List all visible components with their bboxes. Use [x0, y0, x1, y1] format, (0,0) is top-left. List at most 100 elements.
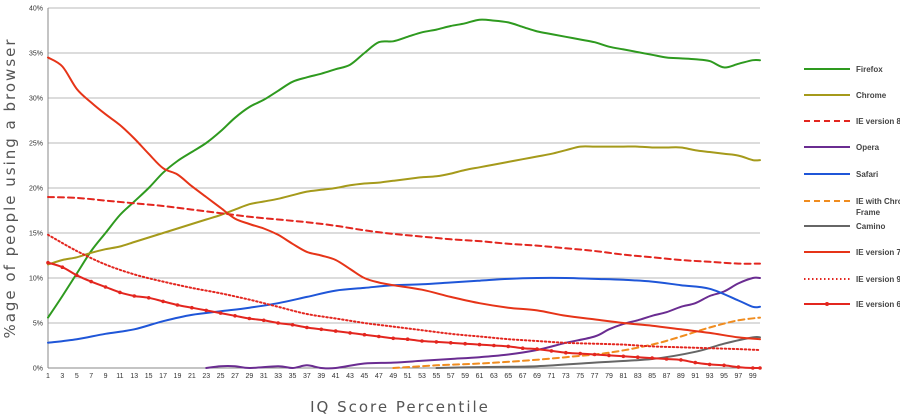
- y-tick-label: 25%: [29, 141, 43, 148]
- data-point-ie-version-6: [679, 358, 683, 362]
- data-point-ie-version-6: [736, 365, 741, 369]
- data-point-ie-version-6: [60, 265, 65, 270]
- series-line-firefox: [47, 18, 761, 319]
- data-point-ie-version-6: [434, 340, 439, 344]
- x-tick-label: 25: [217, 373, 225, 380]
- data-point-ie-version-6: [549, 349, 554, 353]
- legend-label-firefox: Firefox: [856, 65, 883, 74]
- data-point-ie-version-6: [578, 351, 583, 356]
- data-point-ie-version-6: [333, 329, 338, 333]
- gridlines: [48, 7, 760, 369]
- legend-label-opera: Opera: [856, 143, 880, 152]
- x-tick-label: 37: [303, 373, 311, 380]
- y-tick-label: 15%: [29, 231, 43, 238]
- data-point-ie-version-6: [420, 339, 424, 343]
- y-tick-label: 35%: [29, 51, 43, 58]
- legend-label-ie-version-7: IE version 7: [856, 248, 900, 257]
- x-tick-label: 55: [432, 373, 440, 380]
- x-tick-label: 33: [274, 373, 282, 380]
- x-tick-label: 7: [89, 373, 93, 380]
- x-tick-label: 49: [389, 373, 397, 380]
- data-point-ie-version-6: [118, 290, 122, 295]
- x-tick-label: 71: [548, 373, 556, 380]
- x-tick-label: 79: [605, 373, 613, 380]
- x-tick-label: 61: [476, 373, 484, 380]
- data-point-ie-version-6: [261, 318, 266, 323]
- x-tick-label: 87: [663, 373, 671, 380]
- x-tick-label: 85: [648, 373, 656, 380]
- x-tick-label: 51: [404, 373, 412, 380]
- legend-label-ie-version-6: IE version 6: [856, 300, 900, 309]
- series-line-ie-version-7: [47, 56, 761, 341]
- x-tick-label: 23: [202, 373, 210, 380]
- data-point-ie-version-6: [607, 353, 611, 358]
- legend-marker-ie-version-6: [825, 302, 829, 306]
- data-point-ie-version-6: [664, 357, 669, 361]
- data-point-ie-version-6: [477, 342, 482, 347]
- y-tick-label: 40%: [29, 6, 43, 13]
- x-tick-label: 89: [677, 373, 685, 380]
- data-point-ie-version-6: [276, 321, 280, 325]
- x-tick-label: 41: [332, 373, 340, 380]
- data-point-ie-version-6: [463, 341, 467, 346]
- data-point-ie-version-6: [247, 316, 252, 321]
- data-point-ie-version-6: [103, 285, 108, 289]
- x-tick-label: 27: [231, 373, 239, 380]
- x-tick-label: 59: [461, 373, 469, 380]
- data-point-ie-version-6: [218, 311, 223, 315]
- legend-label-ie-with-chrome-frame: IE with ChromeFrame: [856, 197, 900, 217]
- y-tick-label: 20%: [29, 186, 43, 193]
- series-line-safari: [47, 276, 761, 344]
- data-point-ie-version-6: [89, 279, 93, 284]
- data-point-ie-version-6: [448, 341, 453, 345]
- series-line-ie-with-chrome-frame: [392, 316, 761, 369]
- x-tick-label: 93: [706, 373, 714, 380]
- data-point-ie-version-6: [492, 343, 496, 348]
- data-point-ie-version-6: [305, 325, 309, 330]
- series-line-ie-version-8: [47, 196, 761, 265]
- data-point-ie-version-6: [233, 314, 237, 318]
- data-point-ie-version-6: [132, 294, 137, 298]
- y-tick-labels: 0% 5% 10% 15% 20% 25% 30% 35% 40%: [29, 6, 43, 373]
- legend-label-ie-version-8: IE version 8: [856, 117, 900, 126]
- x-tick-label: 53: [418, 373, 426, 380]
- data-point-ie-version-6: [520, 346, 525, 351]
- y-tick-label: 30%: [29, 96, 43, 103]
- x-tick-label: 73: [562, 373, 570, 380]
- x-tick-label: 97: [735, 373, 743, 380]
- data-point-ie-version-6: [650, 356, 654, 360]
- legend-label-chrome: Chrome: [856, 91, 887, 100]
- data-point-ie-version-6: [535, 347, 539, 351]
- data-point-ie-version-6: [751, 366, 755, 370]
- x-tick-label: 11: [116, 373, 123, 380]
- x-tick-label: 13: [130, 373, 138, 380]
- data-point-ie-version-6: [564, 350, 568, 355]
- data-point-ie-version-6: [204, 308, 209, 313]
- x-tick-label: 19: [174, 373, 182, 380]
- data-point-ie-version-6: [405, 337, 410, 342]
- data-point-ie-version-6: [635, 355, 640, 360]
- x-tick-label: 9: [104, 373, 108, 380]
- x-tick-label: 43: [346, 373, 354, 380]
- x-tick-label: 95: [720, 373, 728, 380]
- x-axis-label: IQ Score Percentile: [310, 398, 490, 416]
- x-tick-labels: 1 3 5 7 9 11 13 15 17 19 21 23 25 27 29 31 33 35 37 39 41 43 4…: [46, 373, 757, 380]
- data-point-ie-version-6: [693, 360, 698, 365]
- data-point-ie-version-6: [758, 366, 762, 370]
- x-tick-label: 5: [75, 373, 79, 380]
- data-point-ie-version-6: [319, 327, 324, 332]
- x-tick-label: 81: [619, 373, 627, 380]
- series-line-chrome: [47, 145, 761, 266]
- x-tick-label: 3: [60, 373, 64, 380]
- legend: Firefox Chrome IE version 8 Opera Safari IE w…: [804, 65, 900, 309]
- x-tick-label: 69: [533, 373, 541, 380]
- data-point-ie-version-6: [175, 303, 180, 307]
- data-point-ie-version-6: [348, 331, 352, 335]
- data-point-ie-version-6: [592, 352, 597, 357]
- data-point-ie-version-6: [46, 260, 50, 265]
- x-tick-label: 35: [289, 373, 297, 380]
- x-tick-label: 67: [519, 373, 527, 380]
- series-line-opera: [205, 276, 761, 370]
- x-tick-label: 47: [375, 373, 383, 380]
- x-tick-label: 77: [591, 373, 599, 380]
